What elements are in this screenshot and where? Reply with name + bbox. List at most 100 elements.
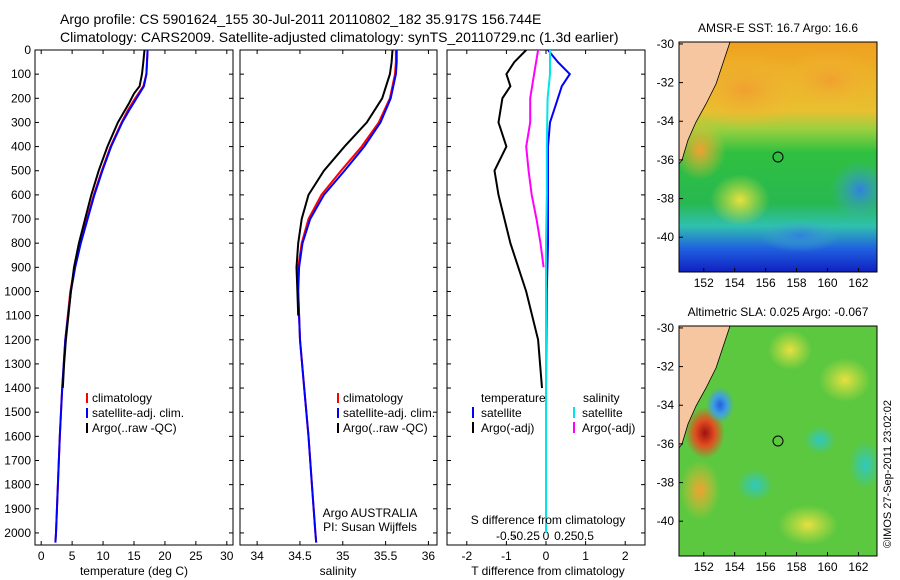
- legend-label-t-sat: satellite: [481, 406, 522, 420]
- series-line-temperature-argo-adj-: [493, 50, 543, 389]
- sla-high-patch: [819, 358, 871, 402]
- depth-tick-label: 0: [24, 43, 31, 57]
- depth-tick-label: 1400: [4, 381, 31, 395]
- temperature-lines: [54, 50, 149, 543]
- x-tick-label: 34.5: [288, 549, 312, 563]
- salinity-legend: climatology satellite-adj. clim. Argo(..…: [337, 391, 435, 435]
- lon-tick-label: 162: [848, 560, 868, 574]
- sst-cool-patch: [830, 160, 877, 220]
- lat-tick-label: -36: [657, 437, 675, 451]
- legend-label-argo: Argo(..raw -QC): [343, 421, 428, 435]
- depth-tick-label: 100: [11, 67, 31, 81]
- depth-tick-label: 500: [11, 164, 31, 178]
- lat-tick-label: -40: [657, 230, 675, 244]
- depth-tick-label: 1700: [4, 453, 31, 467]
- depth-tick-label: 700: [11, 212, 31, 226]
- argo-program-label: Argo AUSTRALIA: [323, 506, 418, 520]
- temperature-axes: [34, 49, 234, 546]
- sla-map-title: Altimetric SLA: 0.025 Argo: -0.067: [688, 305, 869, 319]
- sst-warm-patch: [780, 50, 877, 110]
- depth-axis: 0 100 200 300 400 500 600 700 800 900 1000 1100 1200…: [4, 43, 645, 540]
- difference-legend: temperature satellite Argo(-adj) salinit…: [472, 391, 635, 435]
- depth-tick-label: 1200: [4, 333, 31, 347]
- x-tick-label: 30: [220, 549, 234, 563]
- lat-tick-label: -32: [657, 76, 675, 90]
- lon-tick-label: 158: [787, 276, 807, 290]
- sst-map-axes: 152 154 156 158 160 162 -30 -32 -34 -36 -38 -40: [657, 37, 869, 290]
- legend-label-sat: satellite-adj. clim.: [343, 406, 435, 420]
- depth-tick-label: 900: [11, 260, 31, 274]
- lon-tick-label: 154: [725, 276, 745, 290]
- sla-low-patch: [849, 441, 877, 489]
- lon-tick-label: 154: [725, 560, 745, 574]
- header-line1: Argo profile: CS 5901624_155 30-Jul-2011…: [60, 11, 541, 27]
- t-difference-x-axis: -2 -1 0 1 2: [461, 50, 629, 563]
- legend-label-sat: satellite-adj. clim.: [92, 406, 184, 420]
- sst-map-title: AMSR-E SST: 16.7 Argo: 16.6: [698, 21, 858, 35]
- x-tick-label: 35.5: [374, 549, 398, 563]
- lon-tick-label: 152: [694, 560, 714, 574]
- depth-tick-label: 600: [11, 188, 31, 202]
- legend-label-s-sat: satellite: [582, 406, 623, 420]
- legend-label-s-argo: Argo(-adj): [582, 421, 635, 435]
- sla-high-patch: [680, 460, 720, 520]
- temperature-x-axis: 0 5 10 15 20 25 30: [38, 50, 234, 563]
- series-line-climatology: [54, 50, 149, 543]
- lat-tick-label: -38: [657, 476, 675, 490]
- x-tick-label: 34: [250, 549, 264, 563]
- s-diff-xlabel: S difference from climatology: [471, 513, 626, 527]
- sla-low-patch: [706, 387, 734, 423]
- pi-label: PI: Susan Wijffels: [323, 520, 417, 534]
- sla-map: [679, 326, 877, 556]
- series-line-salinity-argo-adj-: [525, 50, 545, 268]
- sla-high-patch: [778, 505, 838, 545]
- lat-tick-label: -32: [657, 360, 675, 374]
- depth-tick-label: 1900: [4, 502, 31, 516]
- land-mass: [679, 42, 731, 165]
- imos-credit: ©IMOS 27-Sep-2011 23:02:02: [882, 400, 894, 548]
- s-difference-x-axis: -0.5-0.25 0 0.25 0.5: [496, 529, 594, 543]
- x-tick-label: 0: [543, 549, 550, 563]
- difference-lines: [493, 50, 572, 533]
- lat-tick-label: -38: [657, 192, 675, 206]
- legend-temperature-title: temperature: [481, 391, 546, 405]
- series-line-salinity-satellite: [545, 50, 551, 533]
- x-tick-label: 36: [422, 549, 436, 563]
- x-tick-label: 5: [69, 549, 76, 563]
- header-line2: Climatology: CARS2009. Satellite-adjuste…: [60, 29, 618, 45]
- sst-warm-patch: [710, 174, 770, 226]
- x-tick-label: 25: [189, 549, 203, 563]
- depth-tick-label: 2000: [4, 526, 31, 540]
- depth-tick-label: 1800: [4, 478, 31, 492]
- lon-tick-label: 156: [756, 276, 776, 290]
- x-tick-label: -1: [501, 549, 512, 563]
- lon-tick-label: 156: [756, 560, 776, 574]
- lon-tick-label: 160: [817, 276, 837, 290]
- lon-tick-label: 158: [787, 560, 807, 574]
- depth-tick-label: 1600: [4, 429, 31, 443]
- x-tick-label: 0: [38, 549, 45, 563]
- temperature-xlabel: temperature (deg C): [80, 564, 188, 578]
- sst-warm-patch: [679, 120, 726, 180]
- legend-label-clim: climatology: [92, 391, 152, 405]
- salinity-xlabel: salinity: [320, 564, 357, 578]
- s-tick-label: 0.5: [577, 529, 594, 543]
- argo-location-marker: [772, 151, 784, 163]
- sst-cool-patch: [760, 220, 840, 252]
- s-tick-label: -0.5: [496, 529, 517, 543]
- series-line-climatology: [297, 50, 397, 543]
- lat-tick-label: -34: [657, 398, 675, 412]
- lat-tick-label: -34: [657, 114, 675, 128]
- series-line-satellite-adj-clim-: [54, 50, 149, 543]
- legend-label-clim: climatology: [343, 391, 403, 405]
- salinity-axes: [239, 49, 438, 546]
- argo-location-marker: [772, 435, 784, 447]
- sst-map: [679, 42, 877, 272]
- series-line-argo-raw-qc-: [295, 50, 394, 316]
- t-diff-xlabel: T difference from climatology: [471, 564, 625, 578]
- lon-tick-label: 160: [817, 560, 837, 574]
- series-line-argo-raw-qc-: [61, 50, 146, 389]
- temperature-legend: climatology satellite-adj. clim. Argo(..…: [86, 391, 184, 435]
- lon-tick-label: 162: [848, 276, 868, 290]
